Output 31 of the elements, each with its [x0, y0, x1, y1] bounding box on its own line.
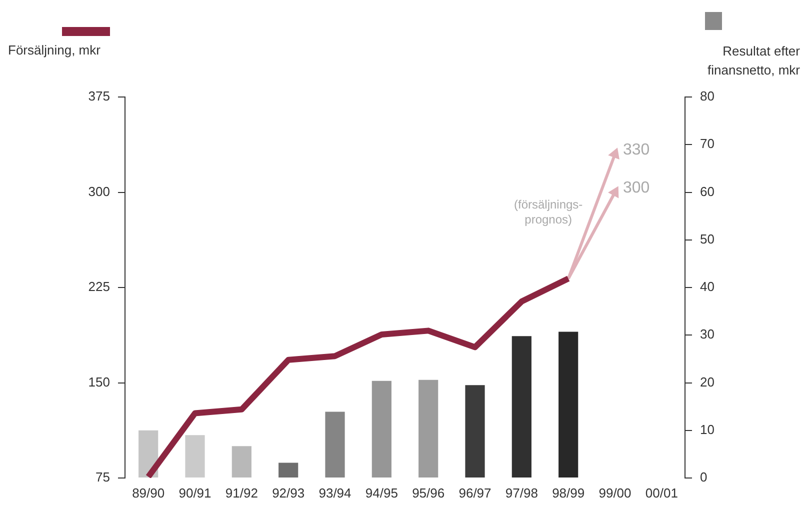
x-tick-label: 94/95 [365, 485, 398, 500]
x-tick-label: 89/90 [132, 485, 165, 500]
y-tick-label: 375 [88, 88, 110, 104]
y-tick-label: 150 [88, 374, 110, 390]
y2-tick-label: 70 [700, 136, 714, 152]
x-tick-label: 96/97 [458, 485, 492, 500]
x-tick-label: 00/01 [645, 485, 678, 500]
y2-tick-label: 30 [700, 326, 714, 342]
x-tick-label: 97/98 [505, 485, 538, 500]
legend-label: Försäljning, mkr [8, 42, 102, 58]
y2-tick-label: 60 [700, 184, 714, 199]
y2-tick-label: 10 [700, 422, 714, 437]
y2-tick-label: 0 [700, 470, 708, 485]
y2-tick-label: 40 [700, 279, 714, 294]
y-tick-label: 75 [96, 470, 110, 485]
legend-label: Resultat efter finansnetto, mkr [708, 44, 801, 78]
y2-tick-label: 20 [700, 374, 714, 390]
x-tick-label: 93/94 [318, 485, 352, 500]
data-label: 300 [623, 180, 650, 197]
y2-tick-label: 80 [700, 88, 714, 104]
y-tick-label: 225 [88, 279, 110, 294]
x-tick-label: 99/00 [598, 485, 632, 500]
x-tick-label: 98/99 [552, 485, 585, 500]
y-tick-label: 300 [88, 184, 110, 199]
x-tick-label: 92/93 [272, 485, 305, 500]
annotation: (försäljnings- prognos) [514, 197, 583, 226]
x-tick-label: 91/92 [225, 485, 258, 500]
x-tick-label: 90/91 [178, 485, 212, 500]
data-label: 330 [623, 142, 650, 159]
x-tick-label: 95/96 [412, 485, 445, 500]
y2-tick-label: 50 [700, 231, 714, 246]
